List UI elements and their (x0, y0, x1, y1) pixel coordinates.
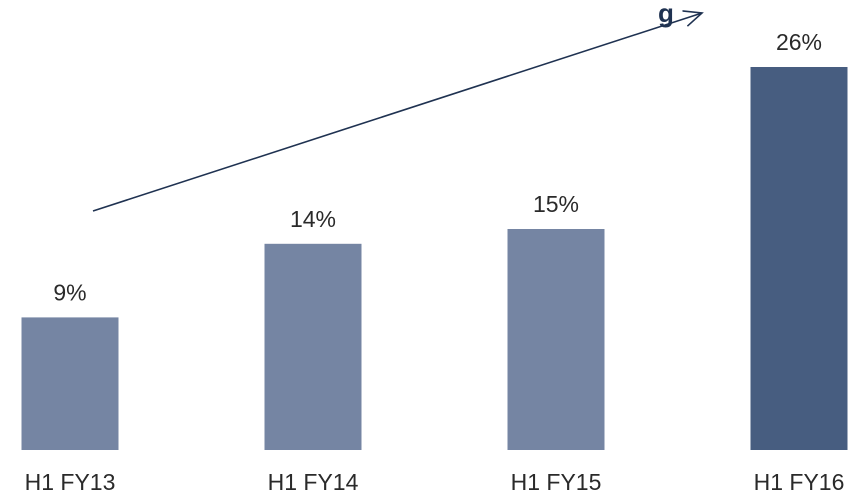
chart-title-fragment: g (658, 0, 674, 28)
category-label: H1 FY15 (511, 469, 602, 495)
data-label: 26% (776, 29, 822, 55)
bar-h1-fy13 (21, 317, 119, 450)
category-label: H1 FY14 (268, 469, 359, 495)
category-axis-labels: H1 FY13 H1 FY14 H1 FY15 H1 FY16 (25, 469, 845, 495)
data-labels: 9% 14% 15% 26% (53, 29, 822, 305)
bar-series (21, 67, 848, 450)
data-label: 9% (53, 279, 86, 305)
bar-h1-fy14 (264, 243, 362, 450)
category-label: H1 FY16 (754, 469, 845, 495)
bar-h1-fy15 (507, 229, 605, 450)
data-label: 15% (533, 191, 579, 217)
data-label: 14% (290, 206, 336, 232)
trend-arrow (92, 13, 702, 212)
category-label: H1 FY13 (25, 469, 116, 495)
bar-h1-fy16 (750, 67, 848, 450)
